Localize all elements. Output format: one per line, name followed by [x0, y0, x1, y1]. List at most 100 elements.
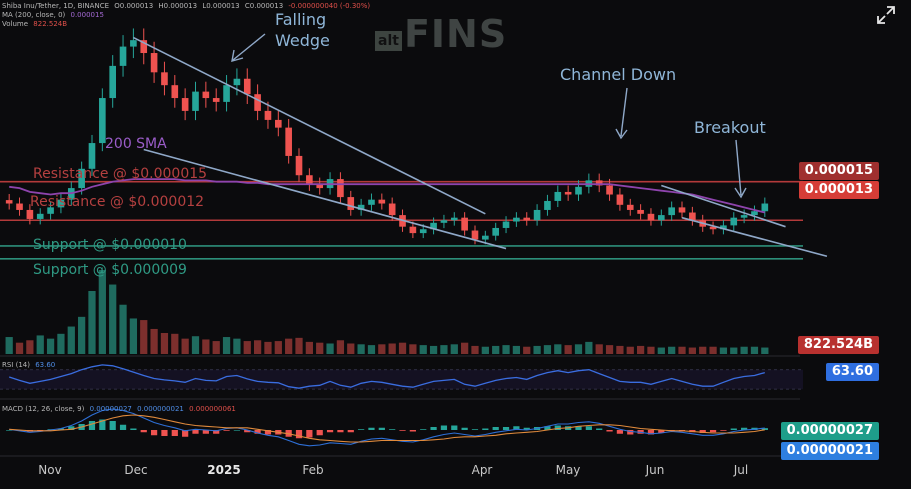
macd-histogram-bar: [492, 427, 499, 430]
falling-wedge-lower-line: [143, 148, 507, 250]
x-axis-tick-label: Dec: [124, 463, 147, 477]
macd-histogram-bar: [213, 430, 220, 434]
volume-bar: [450, 344, 458, 354]
volume-bar: [678, 346, 686, 354]
open-value: O0.000013: [114, 2, 154, 10]
candle-body: [254, 94, 261, 111]
macd-histogram-bar: [171, 430, 178, 436]
macd-histogram-bar: [409, 430, 416, 432]
candle-body: [471, 230, 479, 240]
volume-bar: [347, 343, 355, 354]
candle-body: [316, 184, 324, 189]
candle-body: [109, 65, 117, 99]
volume-bar: [409, 344, 417, 354]
candle-body: [626, 204, 634, 210]
volume-bar: [367, 345, 376, 354]
volume-bar: [564, 345, 572, 354]
macd-histogram-bar: [150, 430, 158, 436]
channel-down-arrow: [615, 87, 628, 140]
symbol-header: Shiba Inu/Tether, 1D, BINANCE O0.000013 …: [2, 2, 373, 10]
candle-body: [647, 213, 655, 221]
macd-histogram-bar: [68, 426, 75, 430]
candle-body: [564, 191, 572, 195]
macd-histogram-bar: [130, 428, 137, 430]
ma-price-badge: 0.000015: [798, 162, 879, 180]
volume-bar: [243, 341, 251, 354]
macd-histogram-bar: [451, 425, 458, 430]
volume-bar: [543, 345, 552, 354]
macd-histogram-bar: [223, 430, 230, 431]
volume-bar: [398, 342, 407, 354]
volume-bar: [57, 333, 65, 354]
change-value: -0.000000040 (-0.30%): [288, 2, 371, 10]
candle-body: [523, 217, 531, 221]
macd-histogram-bar: [699, 430, 706, 433]
candle-body: [192, 91, 199, 111]
macd-histogram-bar: [709, 430, 717, 433]
volume-bar: [305, 341, 313, 354]
macd-histogram-bar: [233, 430, 241, 431]
candle-body: [161, 72, 168, 86]
volume-bar: [709, 346, 717, 354]
macd-histogram-bar: [326, 430, 334, 433]
expand-icon[interactable]: [876, 5, 896, 25]
candle-body: [5, 200, 13, 204]
volume-bar: [740, 346, 748, 354]
candle-body: [337, 179, 344, 198]
support-label-2: Support @ $0.000009: [33, 262, 187, 278]
macd-histogram-bar: [544, 426, 551, 430]
volume-bar: [699, 346, 707, 354]
macd-histogram-bar: [513, 426, 520, 430]
volume-bar: [730, 347, 738, 354]
volume-bar: [36, 335, 44, 354]
macd-histogram-bar: [368, 427, 375, 430]
volume-bar: [336, 340, 345, 354]
macd-histogram-bar: [440, 425, 448, 430]
macd-histogram-bar: [741, 427, 748, 430]
macd-histogram-bar: [192, 430, 199, 434]
volume-bar: [492, 345, 500, 354]
rsi-label: RSI (14): [2, 361, 30, 369]
volume-bar: [160, 333, 169, 354]
macd-signal-value: 0.000000021: [137, 405, 184, 413]
volume-bar: [574, 344, 583, 354]
candle-body: [130, 40, 137, 47]
x-axis-tick-label: 2025: [207, 463, 240, 477]
volume-bar: [616, 345, 624, 354]
volume-bar: [378, 344, 386, 354]
macd-histogram-bar: [119, 424, 127, 430]
macd-histogram-bar: [461, 427, 468, 430]
macd-histogram-bar: [337, 430, 344, 433]
volume-bar: [419, 345, 427, 354]
candle-body: [440, 220, 448, 223]
volume-bar: [285, 338, 293, 354]
macd-histogram-bar: [306, 430, 313, 438]
candle-body: [57, 199, 65, 208]
macd-line: [9, 408, 765, 447]
candle-body: [575, 186, 582, 195]
candle-body: [678, 207, 686, 213]
volume-bar: [605, 345, 614, 354]
volume-bar: [119, 304, 127, 354]
volume-bar: [388, 343, 396, 354]
rsi-badge: 63.60: [825, 363, 879, 381]
candle-body: [264, 110, 272, 120]
macd-histogram-bar: [99, 419, 106, 430]
candle-body: [709, 226, 717, 230]
macd-histogram-bar: [316, 430, 323, 436]
macd-histogram-bar: [647, 430, 655, 435]
candle-body: [119, 46, 127, 66]
channel-down-lower-line: [681, 216, 828, 258]
channel-down-upper-line: [661, 184, 786, 228]
candle-body: [347, 197, 355, 210]
close-value: C0.000013: [244, 2, 284, 10]
breakout-arrow: [734, 139, 747, 199]
macd-histogram-bar: [358, 429, 365, 430]
volume-bar: [88, 291, 96, 354]
volume-bar: [212, 341, 220, 354]
candle-body: [285, 127, 292, 156]
candle-body: [657, 215, 665, 221]
volume-bar: [429, 345, 438, 354]
